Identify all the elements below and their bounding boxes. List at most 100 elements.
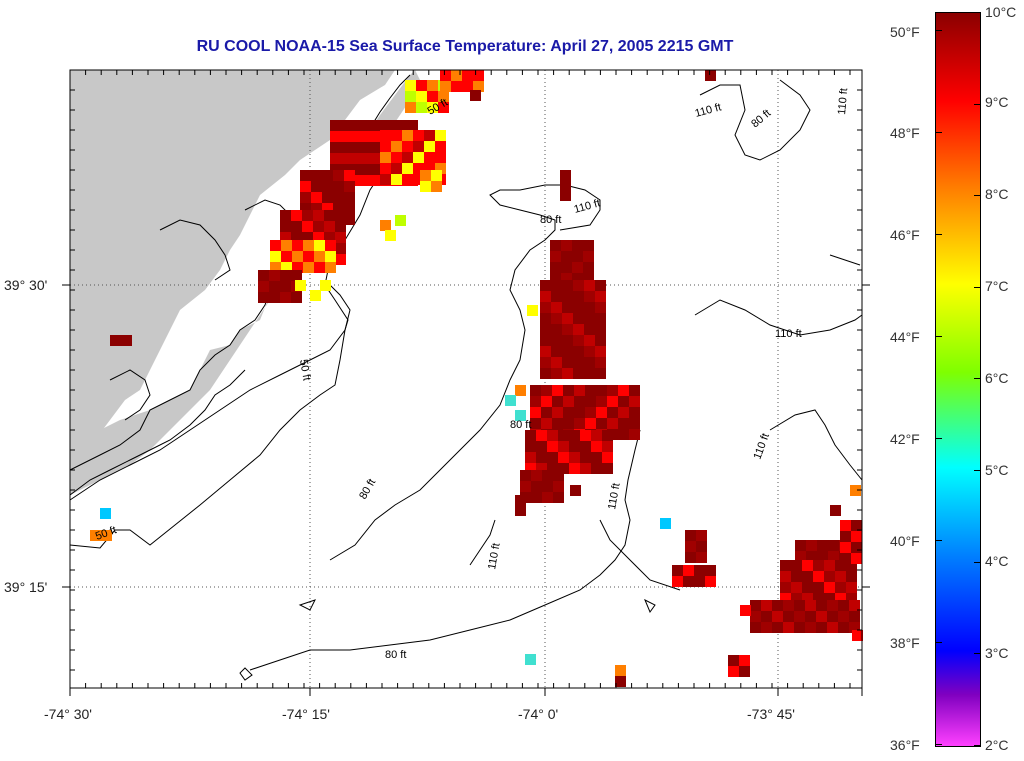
- sst-pixel: [313, 221, 324, 232]
- sst-pixel: [835, 582, 846, 593]
- sst-pixel: [573, 313, 584, 324]
- sst-pixel: [374, 142, 385, 153]
- sst-pixel: [330, 120, 341, 131]
- sst-pixel: [595, 335, 606, 346]
- sst-pixel: [330, 131, 341, 142]
- sst-pixel: [846, 582, 857, 593]
- sst-pixel: [562, 324, 573, 335]
- sst-pixel: [551, 313, 562, 324]
- sst-pixel: [280, 210, 291, 221]
- sst-pixel: [314, 251, 325, 262]
- sst-pixel: [728, 655, 739, 666]
- sst-pixel: [302, 221, 313, 232]
- sst-pixel: [824, 582, 835, 593]
- sst-pixel: [783, 622, 794, 633]
- sst-pixel: [791, 582, 802, 593]
- sst-pixel: [303, 262, 314, 273]
- sst-pixel: [572, 262, 583, 273]
- sst-pixel: [574, 385, 585, 396]
- sst-pixel: [553, 481, 564, 492]
- sst-pixel: [374, 120, 385, 131]
- sst-pixel: [584, 335, 595, 346]
- sst-pixel: [618, 407, 629, 418]
- sst-pixel: [838, 611, 849, 622]
- sst-pixel: [413, 174, 424, 185]
- sst-pixel: [536, 441, 547, 452]
- sst-pixel: [416, 80, 427, 91]
- contour-label: 80 ft: [357, 477, 378, 502]
- sst-pixel: [817, 551, 828, 562]
- sst-pixel: [363, 142, 374, 153]
- colorbar-fahrenheit-label: 50°F: [890, 24, 920, 40]
- sst-pixel: [525, 430, 536, 441]
- sst-pixel: [413, 141, 424, 152]
- sst-pixel: [291, 232, 302, 243]
- sst-pixel: [341, 164, 352, 175]
- sst-pixel: [618, 396, 629, 407]
- sst-pixel: [584, 280, 595, 291]
- sst-pixel: [427, 91, 438, 102]
- sst-pixel: [325, 251, 336, 262]
- sst-pixel: [816, 622, 827, 633]
- sst-pixel: [584, 357, 595, 368]
- colorbar-celsius-label: 7°C: [985, 278, 1009, 294]
- sst-pixel: [121, 335, 132, 346]
- contour-label: 80 ft: [510, 419, 531, 431]
- sst-pixel: [402, 163, 413, 174]
- sst-pixel: [536, 463, 547, 474]
- colorbar-celsius-label: 4°C: [985, 553, 1009, 569]
- sst-pixel: [591, 452, 602, 463]
- sst-pixel: [595, 368, 606, 379]
- sst-pixel: [322, 181, 333, 192]
- sst-pixel: [330, 142, 341, 153]
- sst-pixel: [573, 368, 584, 379]
- sst-pixel: [424, 141, 435, 152]
- sst-pixel: [551, 324, 562, 335]
- sst-pixel: [551, 335, 562, 346]
- colorbar-tick: [936, 744, 942, 745]
- sst-pixel: [550, 273, 561, 284]
- sst-pixel: [562, 346, 573, 357]
- sst-pixel: [363, 164, 374, 175]
- colorbar-fahrenheit-label: 40°F: [890, 533, 920, 549]
- sst-pixel: [562, 368, 573, 379]
- sst-pixel: [851, 531, 862, 542]
- contour-label: 110 ft: [606, 482, 622, 510]
- sst-pixel: [413, 130, 424, 141]
- colorbar-celsius-label: 3°C: [985, 645, 1009, 661]
- sst-pixel: [705, 70, 716, 81]
- colorbar-celsius-label: 2°C: [985, 737, 1009, 753]
- sst-pixel: [828, 540, 839, 551]
- sst-pixel: [385, 230, 396, 241]
- sst-pixel: [572, 251, 583, 262]
- sst-pixel: [827, 600, 838, 611]
- colorbar-tick: [974, 653, 980, 655]
- sst-pixel: [531, 492, 542, 503]
- sst-pixel: [562, 302, 573, 313]
- colorbar-tick: [936, 234, 942, 235]
- sst-pixel: [541, 385, 552, 396]
- axis-ticks: [62, 69, 870, 696]
- sst-pixel: [341, 153, 352, 164]
- sst-pixel: [380, 130, 391, 141]
- sst-pixel: [313, 232, 324, 243]
- sst-pixel: [402, 141, 413, 152]
- sst-pixel: [607, 407, 618, 418]
- sst-pixel: [580, 452, 591, 463]
- sst-pixel: [558, 441, 569, 452]
- sst-pixel: [530, 396, 541, 407]
- sst-pixel: [572, 240, 583, 251]
- sst-pixel: [595, 313, 606, 324]
- sst-pixel: [451, 70, 462, 81]
- sst-pixel: [291, 292, 302, 303]
- sst-pixel: [827, 611, 838, 622]
- sst-pixel: [584, 302, 595, 313]
- sst-pixel: [363, 131, 374, 142]
- contour-label: 110 ft: [694, 101, 723, 120]
- sst-pixel: [302, 210, 313, 221]
- lat-label: 39° 15': [4, 579, 48, 595]
- sst-pixel: [794, 600, 805, 611]
- sst-pixel: [791, 560, 802, 571]
- sst-pixel: [570, 485, 581, 496]
- sst-pixel: [583, 240, 594, 251]
